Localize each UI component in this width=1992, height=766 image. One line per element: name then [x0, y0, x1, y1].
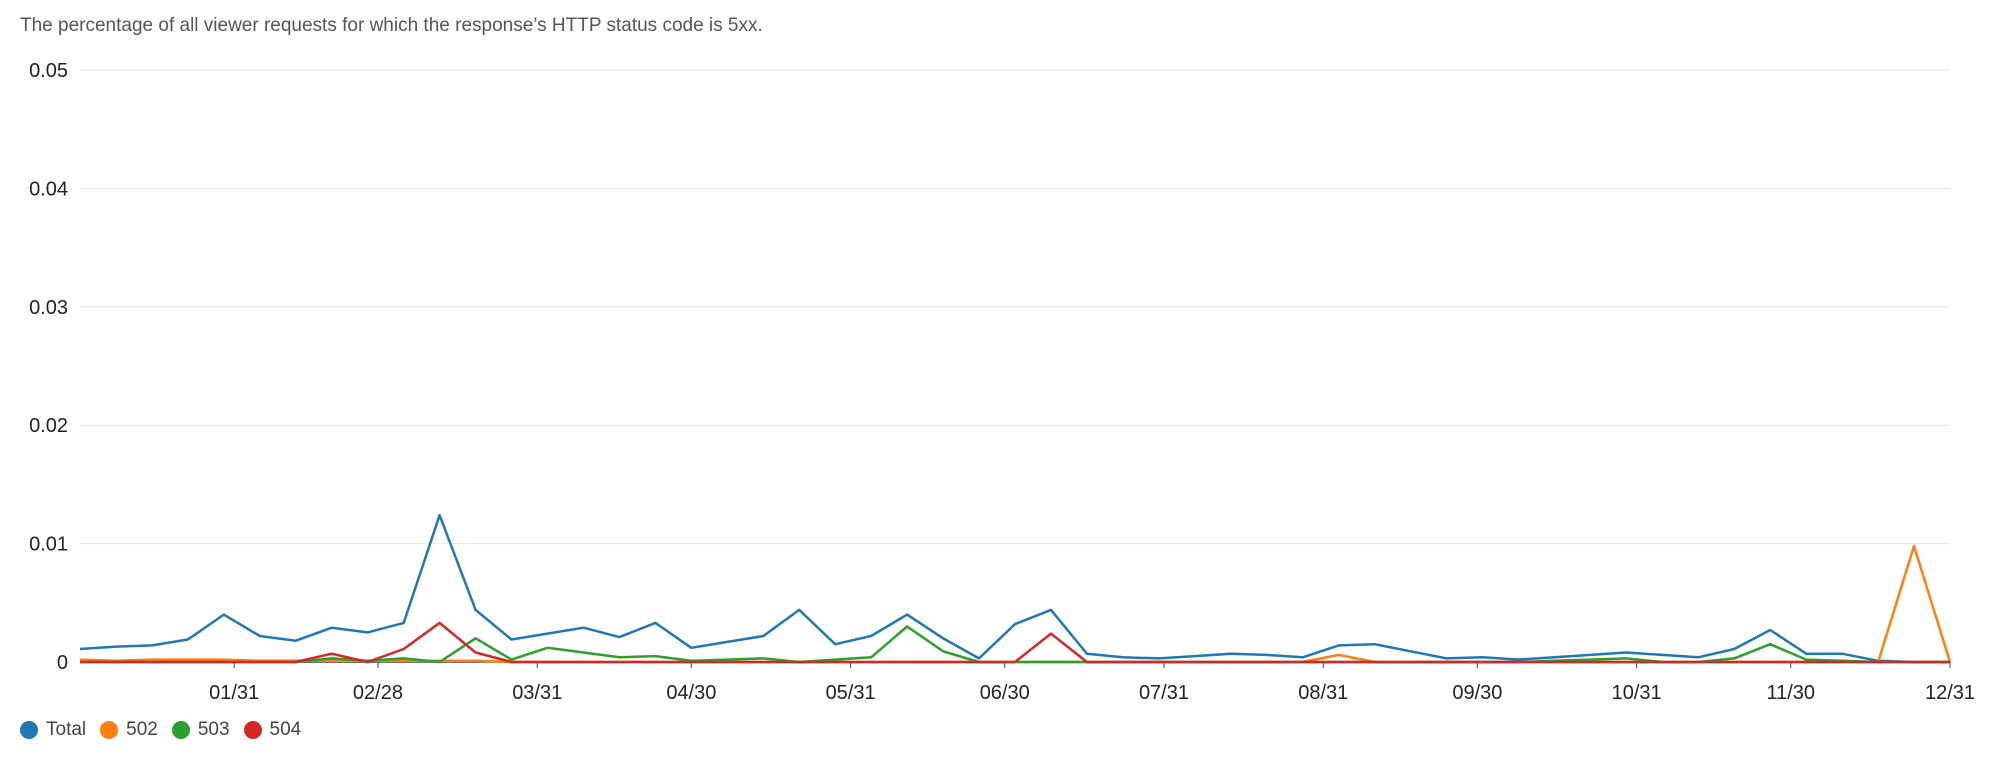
line-chart: 0 0.01 0.02 0.03 0.04 0.05 01/31 02/28 03/31 04/…: [29, 60, 1975, 704]
x-tick-label: 10/31: [1612, 682, 1662, 704]
y-tick-label: 0.01: [29, 534, 68, 556]
y-axis-tick-labels: 0 0.01 0.02 0.03 0.04 0.05: [29, 60, 68, 674]
x-tick-label: 08/31: [1298, 682, 1348, 704]
legend-swatch-icon: [20, 721, 38, 739]
y-tick-label: 0: [57, 652, 68, 674]
legend-item-total[interactable]: Total: [20, 719, 86, 741]
x-axis-tick-labels: 01/31 02/28 03/31 04/30 05/31 06/30 07/31 08/31…: [209, 662, 1975, 704]
x-tick-label: 05/31: [826, 682, 876, 704]
x-tick-label: 04/30: [666, 682, 716, 704]
series-line-total: [79, 513, 1950, 664]
y-tick-label: 0.03: [29, 297, 68, 319]
y-tick-label: 0.04: [29, 178, 68, 200]
series-lines: [79, 513, 1952, 664]
chart-subtitle: The percentage of all viewer requests fo…: [20, 15, 763, 36]
legend-label: Total: [46, 719, 87, 740]
legend-item-502[interactable]: 502: [100, 719, 158, 741]
grid-lines: [80, 69, 1950, 663]
series-line-504: [80, 621, 1950, 664]
x-tick-label: 11/30: [1766, 682, 1815, 704]
legend-item-503[interactable]: 503: [171, 719, 230, 741]
x-tick-label: 07/31: [1139, 682, 1189, 704]
x-tick-label: 12/31: [1925, 682, 1975, 704]
x-tick-label: 03/31: [512, 682, 562, 704]
legend-label: 503: [197, 719, 230, 740]
x-tick-label: 09/30: [1452, 682, 1502, 704]
x-tick-label: 06/30: [980, 682, 1030, 704]
y-tick-label: 0.02: [29, 415, 68, 437]
x-tick-label: 02/28: [353, 682, 403, 704]
series-line-502: [79, 544, 1952, 664]
x-tick-label: 01/31: [209, 682, 259, 704]
legend-item-504[interactable]: 504: [243, 719, 302, 741]
legend-swatch-icon: [100, 721, 119, 739]
legend-label: 504: [269, 719, 302, 740]
chart-legend: Total 502 503 504: [20, 719, 315, 741]
legend-swatch-icon: [171, 721, 190, 739]
legend-label: 502: [126, 719, 158, 740]
y-tick-label: 0.05: [29, 60, 68, 82]
legend-swatch-icon: [243, 721, 262, 739]
